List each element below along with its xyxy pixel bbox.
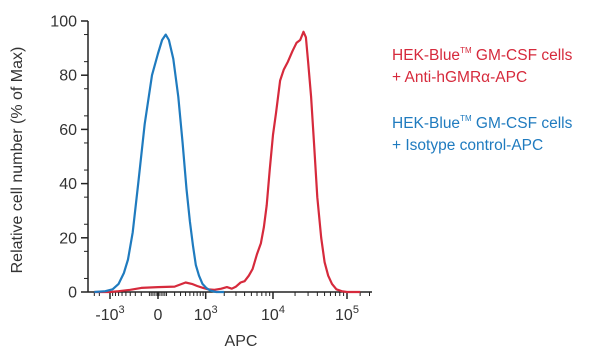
- y-tick-label: 80: [59, 68, 77, 85]
- legend-entry-red: HEK-BlueTM GM-CSF cells + Anti-hGMRα-APC: [392, 40, 572, 89]
- y-axis-label: Relative cell number (% of Max): [9, 47, 26, 274]
- legend-blue-trademark: TM: [460, 114, 472, 123]
- x-tick-label: -103: [95, 304, 124, 324]
- y-tick-label: 40: [59, 176, 77, 193]
- legend-red-trademark: TM: [460, 46, 472, 55]
- y-tick-label: 100: [50, 14, 77, 31]
- legend-blue-line1: HEK-BlueTM GM-CSF cells: [392, 108, 572, 135]
- x-tick-label: 103: [194, 304, 218, 324]
- chart-series: [94, 30, 361, 294]
- y-tick-label: 60: [59, 122, 77, 139]
- legend: HEK-BlueTM GM-CSF cells + Anti-hGMRα-APC: [392, 40, 572, 89]
- y-tick-label: 0: [68, 285, 77, 302]
- x-tick-label: 104: [261, 304, 285, 324]
- legend-blue-cells: GM-CSF cells: [471, 115, 573, 132]
- series-line-anti-hgmra: [94, 30, 361, 294]
- legend-entry-blue: HEK-BlueTM GM-CSF cells + Isotype contro…: [392, 108, 572, 157]
- legend-red-cells: GM-CSF cells: [471, 47, 573, 64]
- legend-blue-name: HEK-Blue: [392, 115, 461, 132]
- series-line-isotype-control: [94, 33, 225, 294]
- chart-axes: 0 20 40 60 80 100 -103 0 103 104 105: [50, 14, 372, 324]
- x-tick-label: 105: [335, 304, 359, 324]
- y-tick-label: 20: [59, 230, 77, 247]
- legend-blue-line2: + Isotype control-APC: [392, 137, 544, 154]
- legend-red-line1: HEK-BlueTM GM-CSF cells: [392, 40, 572, 67]
- x-tick-label: 0: [154, 307, 163, 324]
- legend-red-line2: + Anti-hGMRα-APC: [392, 69, 528, 86]
- legend-red-name: HEK-Blue: [392, 47, 461, 64]
- legend-blue-block: HEK-BlueTM GM-CSF cells + Isotype contro…: [392, 108, 572, 157]
- x-axis-label: APC: [225, 333, 258, 350]
